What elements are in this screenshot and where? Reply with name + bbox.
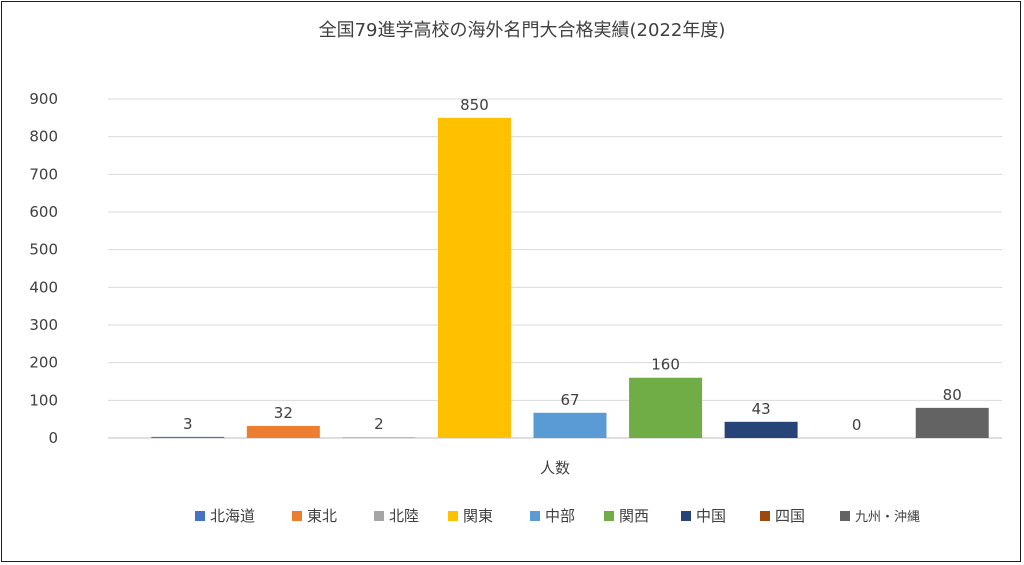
legend-swatch (448, 511, 458, 521)
legend-swatch (681, 511, 691, 521)
legend-label: 北海道 (210, 507, 255, 525)
legend-label: 中国 (696, 507, 726, 525)
legend-label: 四国 (775, 507, 805, 525)
y-tick-label: 900 (29, 90, 58, 108)
y-tick-label: 400 (29, 278, 58, 296)
legend-label: 関東 (463, 507, 493, 525)
y-axis-ticks: 0 100 200 300 400 500 600 700 800 900 (29, 90, 58, 447)
data-label: 160 (651, 356, 680, 374)
y-tick-label: 600 (29, 203, 58, 221)
grid-lines (108, 98, 1002, 439)
bar-5 (533, 412, 607, 438)
bar-1 (151, 436, 225, 438)
bar-3 (342, 437, 416, 438)
data-label: 3 (183, 415, 193, 433)
y-tick-label: 500 (29, 241, 58, 259)
y-tick-label: 300 (29, 316, 58, 334)
chart-title: 全国79進学高校の海外名門大合格実績(2022年度) (319, 20, 726, 41)
data-label: 32 (274, 404, 293, 422)
legend-swatch (604, 511, 614, 521)
y-tick-label: 700 (29, 165, 58, 183)
data-label: 80 (943, 386, 962, 404)
bars (151, 117, 989, 438)
data-label: 850 (460, 96, 489, 114)
data-labels: 3 32 2 850 67 160 43 0 80 (183, 96, 962, 434)
legend-label: 東北 (307, 507, 337, 525)
bar-9 (915, 407, 989, 438)
data-label: 0 (852, 416, 862, 434)
bar-6 (629, 377, 703, 438)
legend-label: 関西 (619, 507, 649, 525)
y-tick-label: 200 (29, 354, 58, 372)
legend-label: 九州・沖縄 (855, 510, 920, 525)
data-label: 67 (560, 391, 579, 409)
legend-swatch (530, 511, 540, 521)
data-label: 43 (752, 400, 771, 418)
legend-label: 北陸 (389, 507, 419, 525)
y-tick-label: 800 (29, 128, 58, 146)
y-tick-label: 100 (29, 391, 58, 409)
legend-swatch (195, 511, 205, 521)
legend-swatch (840, 511, 850, 521)
x-axis-category-label: 人数 (540, 459, 570, 477)
legend-swatch (374, 511, 384, 521)
bar-4 (437, 117, 511, 438)
legend-swatch (760, 511, 770, 521)
y-tick-label: 0 (48, 429, 58, 447)
bar-2 (246, 425, 320, 438)
data-label: 2 (374, 415, 384, 433)
legend-label: 中部 (545, 507, 575, 525)
bar-7 (724, 421, 798, 438)
legend-swatch (292, 511, 302, 521)
legend: 北海道 東北 北陸 関東 中部 関西 中国 四国 九州・沖縄 (195, 507, 920, 525)
